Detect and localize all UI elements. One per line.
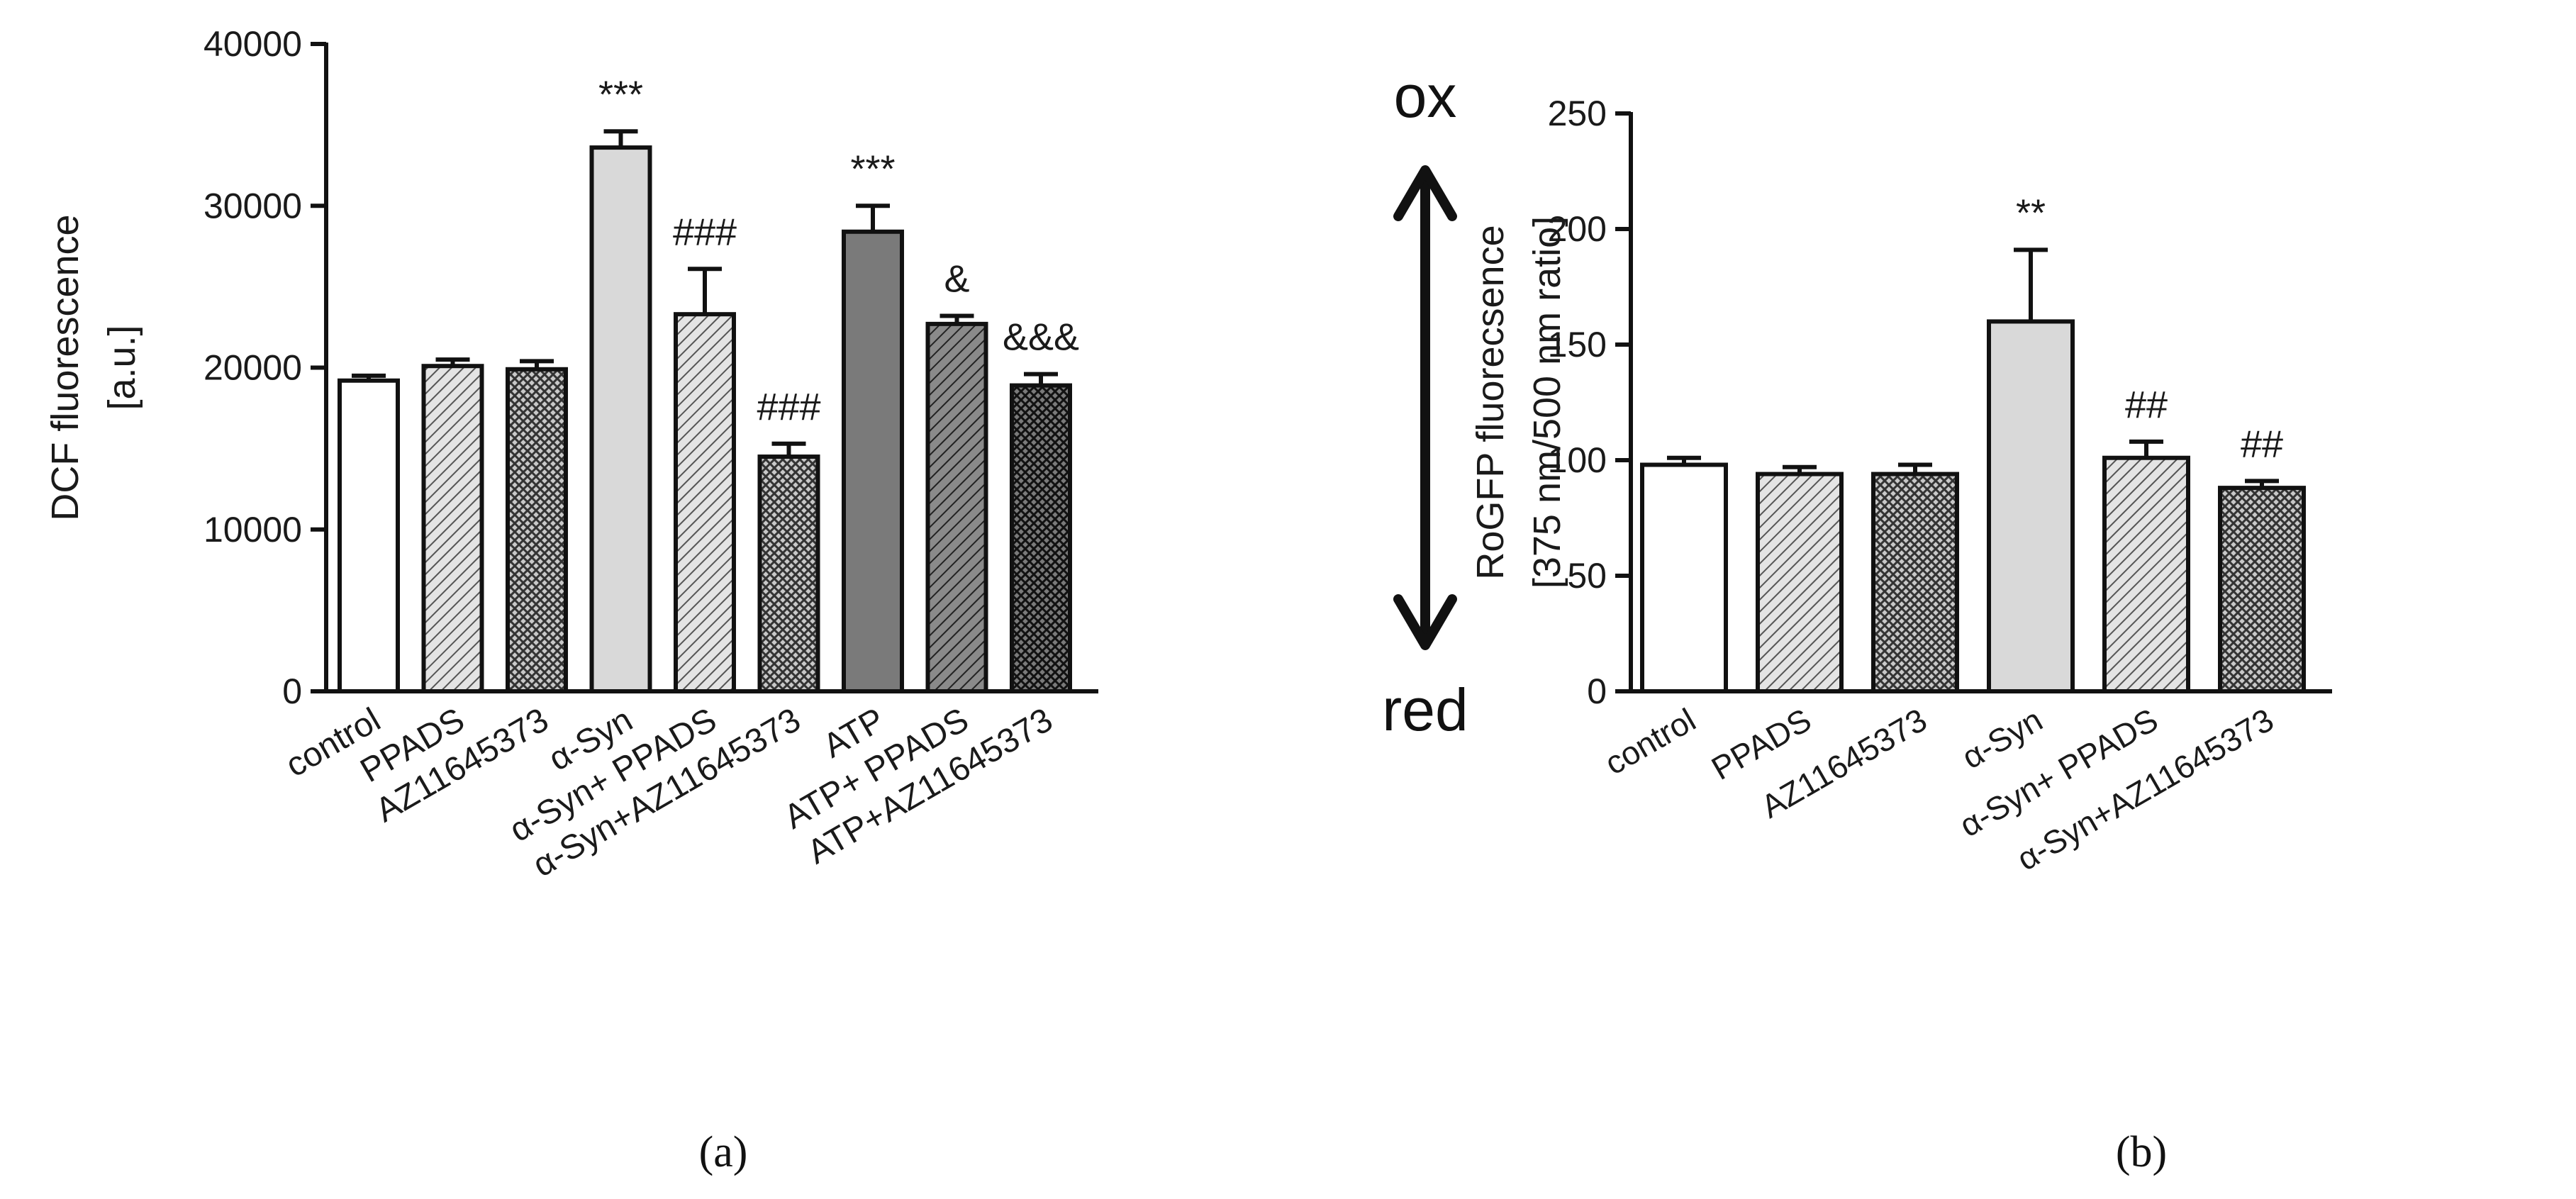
redox-bottom-label: red	[1382, 676, 1468, 743]
significance-annotation: ***	[598, 73, 643, 116]
redox-arrow-group: ox red	[1382, 63, 1468, 743]
y-tick-label: 250	[1548, 94, 1607, 133]
y-tick-label: 100	[1548, 440, 1607, 480]
bar	[1987, 319, 2075, 693]
x-tick-label: control	[1598, 701, 1702, 782]
y-tick-label: 10000	[203, 510, 302, 550]
significance-annotation: ###	[757, 386, 820, 428]
bar	[842, 229, 904, 693]
significance-annotation: ##	[2125, 384, 2168, 426]
redox-top-label: ox	[1394, 63, 1457, 130]
y-axis-label-units: [375 nm/500 nm ratio]	[1526, 216, 1568, 589]
y-axis-label: RoGFP fluorecsence	[1469, 225, 1512, 579]
redox-arrow-up-head	[1393, 165, 1457, 221]
bar	[2218, 486, 2306, 693]
bar	[757, 454, 820, 693]
panel-a-label: (a)	[699, 1128, 748, 1176]
bar	[589, 145, 652, 693]
significance-annotation: ###	[673, 211, 737, 253]
chart-panel-b: 0 50 100 150 200 250 RoGFP fluorecsence [375 nm…	[1469, 94, 2332, 878]
significance-annotation: ##	[2241, 423, 2283, 465]
bar	[1756, 472, 1844, 693]
significance-annotation: **	[2016, 191, 2046, 234]
bar	[338, 378, 400, 693]
y-axis-label: DCF fluorescence	[44, 214, 87, 520]
panel-b-label: (b)	[2116, 1128, 2167, 1176]
y-tick-label: 0	[1587, 671, 1607, 711]
bar	[2102, 455, 2190, 693]
bar	[925, 321, 988, 693]
y-tick-label: 150	[1548, 325, 1607, 364]
redox-arrow-down-head	[1393, 594, 1457, 650]
y-tick-label: 20000	[203, 348, 302, 388]
significance-annotation: &&&	[1003, 316, 1079, 359]
y-tick-label: 0	[282, 671, 302, 711]
bar	[506, 367, 568, 693]
bar	[1871, 472, 1959, 693]
chart-panel-a: 0 10000 20000 30000 40000 DCF fluorescence [a.…	[44, 24, 1098, 884]
bar	[421, 364, 484, 694]
y-tick-label: 200	[1548, 209, 1607, 249]
bar	[1010, 383, 1072, 693]
y-tick-label: 50	[1567, 556, 1607, 596]
significance-annotation: &	[944, 257, 969, 300]
y-tick-label: 40000	[203, 24, 302, 64]
y-axis-label-units: [a.u.]	[101, 325, 143, 410]
y-tick-label: 30000	[203, 186, 302, 225]
bar	[1640, 462, 1728, 694]
significance-annotation: ***	[850, 147, 895, 190]
bar	[674, 312, 736, 693]
